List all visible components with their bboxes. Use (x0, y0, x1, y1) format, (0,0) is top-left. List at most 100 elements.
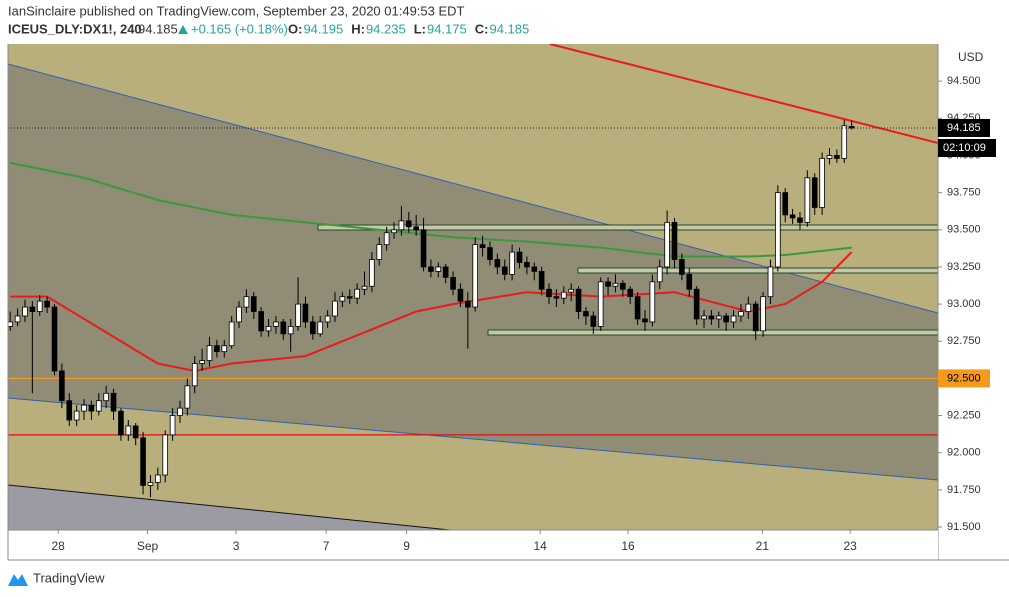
symbol: ICEUS_DLY:DX1!, 240 (8, 21, 142, 36)
candle-body (14, 315, 21, 323)
time-axis (8, 530, 938, 560)
candle-body (634, 296, 641, 320)
candle-body (413, 226, 419, 231)
candle-body (59, 370, 65, 402)
ohlc-label: C: (475, 21, 489, 36)
candle-body (361, 285, 368, 290)
candle-body (66, 400, 73, 421)
candle-body (273, 321, 279, 327)
x-tick-label: 23 (843, 539, 857, 553)
candle-body (575, 288, 582, 312)
candle-body (354, 288, 360, 299)
ohlc-value: 94.175 (427, 21, 467, 36)
candle-body (679, 259, 685, 275)
candle-body (191, 363, 198, 387)
candle-body (243, 296, 250, 308)
zone (317, 224, 938, 231)
candle-body (405, 220, 412, 228)
candle-body (590, 315, 597, 327)
candle-body (479, 244, 486, 249)
candle-body (649, 281, 656, 323)
candle-body (184, 385, 191, 409)
up-arrow (178, 25, 188, 34)
candle-body (708, 315, 715, 320)
y-tick-label: 92.000 (947, 447, 981, 459)
candle-body (36, 300, 43, 312)
candle-body (346, 296, 353, 299)
candle-body (442, 266, 449, 278)
candle-body (834, 155, 840, 159)
candle-body (612, 282, 619, 287)
candle-body (723, 315, 729, 323)
x-tick-label: 21 (756, 539, 770, 553)
candle-body (162, 434, 169, 476)
ohlc-label: L: (414, 21, 426, 36)
candle-body (110, 392, 117, 412)
candle-body (332, 300, 338, 317)
candle-body (317, 321, 324, 335)
last-price-label: 94.185 (947, 122, 981, 134)
candle-body (73, 410, 80, 421)
y-tick-label: 93.000 (947, 298, 981, 310)
candle-body (752, 303, 759, 332)
candle-body (501, 266, 508, 275)
candle-body (509, 251, 515, 275)
price-level-tag (938, 369, 990, 388)
header-ohlc: O: 94.195 H: 94.235 L: 94.175 C: 94.185 (288, 21, 529, 36)
candle-body (206, 345, 213, 361)
candle-body (147, 482, 154, 486)
candle-body (553, 296, 560, 299)
x-tick-label: 28 (52, 539, 66, 553)
candle-body (95, 400, 102, 412)
candle-body (767, 266, 774, 298)
moving-average (10, 161, 852, 258)
price-level-label: 92.500 (947, 372, 981, 384)
candle-body (516, 251, 523, 263)
candle-body (236, 306, 242, 323)
ohlc-label: O: (288, 21, 302, 36)
candle-body (8, 321, 14, 327)
candle-body (819, 158, 825, 208)
candle-body (531, 266, 538, 272)
candle-body (29, 306, 36, 312)
candle-body (620, 282, 626, 290)
publisher-line: IanSinclaire published on TradingView.co… (8, 3, 465, 18)
zone (487, 329, 938, 336)
candle-body (398, 220, 405, 231)
candle-body (280, 321, 287, 335)
candle-body (730, 315, 737, 323)
lower-trend (8, 484, 451, 530)
candle-body (693, 288, 700, 320)
candle-body (826, 155, 833, 159)
candle-body (664, 221, 670, 268)
candle-body (597, 281, 604, 327)
candle-body (132, 425, 139, 439)
candle-body (199, 360, 205, 364)
candle-body (22, 306, 28, 317)
resistance-trend (549, 44, 938, 144)
y-tick-label: 92.750 (947, 335, 981, 347)
candle-body (51, 306, 58, 372)
candle-body (538, 270, 545, 290)
y-tick-label: 91.500 (947, 521, 981, 533)
candle-body (568, 288, 574, 293)
candle-body (44, 300, 50, 308)
countdown-tag (938, 138, 996, 157)
candle-body (383, 232, 390, 246)
candle-body (369, 259, 375, 287)
candle-body (656, 266, 663, 283)
candle-body (804, 177, 811, 223)
candle-body (472, 244, 479, 308)
candle-body (435, 266, 442, 272)
x-tick-label: 16 (621, 539, 635, 553)
last-price-tag (938, 118, 990, 137)
x-tick-label: 7 (323, 539, 330, 553)
candle-body (686, 273, 693, 290)
ohlc-value: 94.185 (489, 21, 529, 36)
candle-body (627, 288, 634, 298)
candle-body (775, 192, 781, 268)
candle-body (524, 262, 530, 268)
candle-body (339, 296, 346, 302)
candle-body (671, 221, 678, 260)
